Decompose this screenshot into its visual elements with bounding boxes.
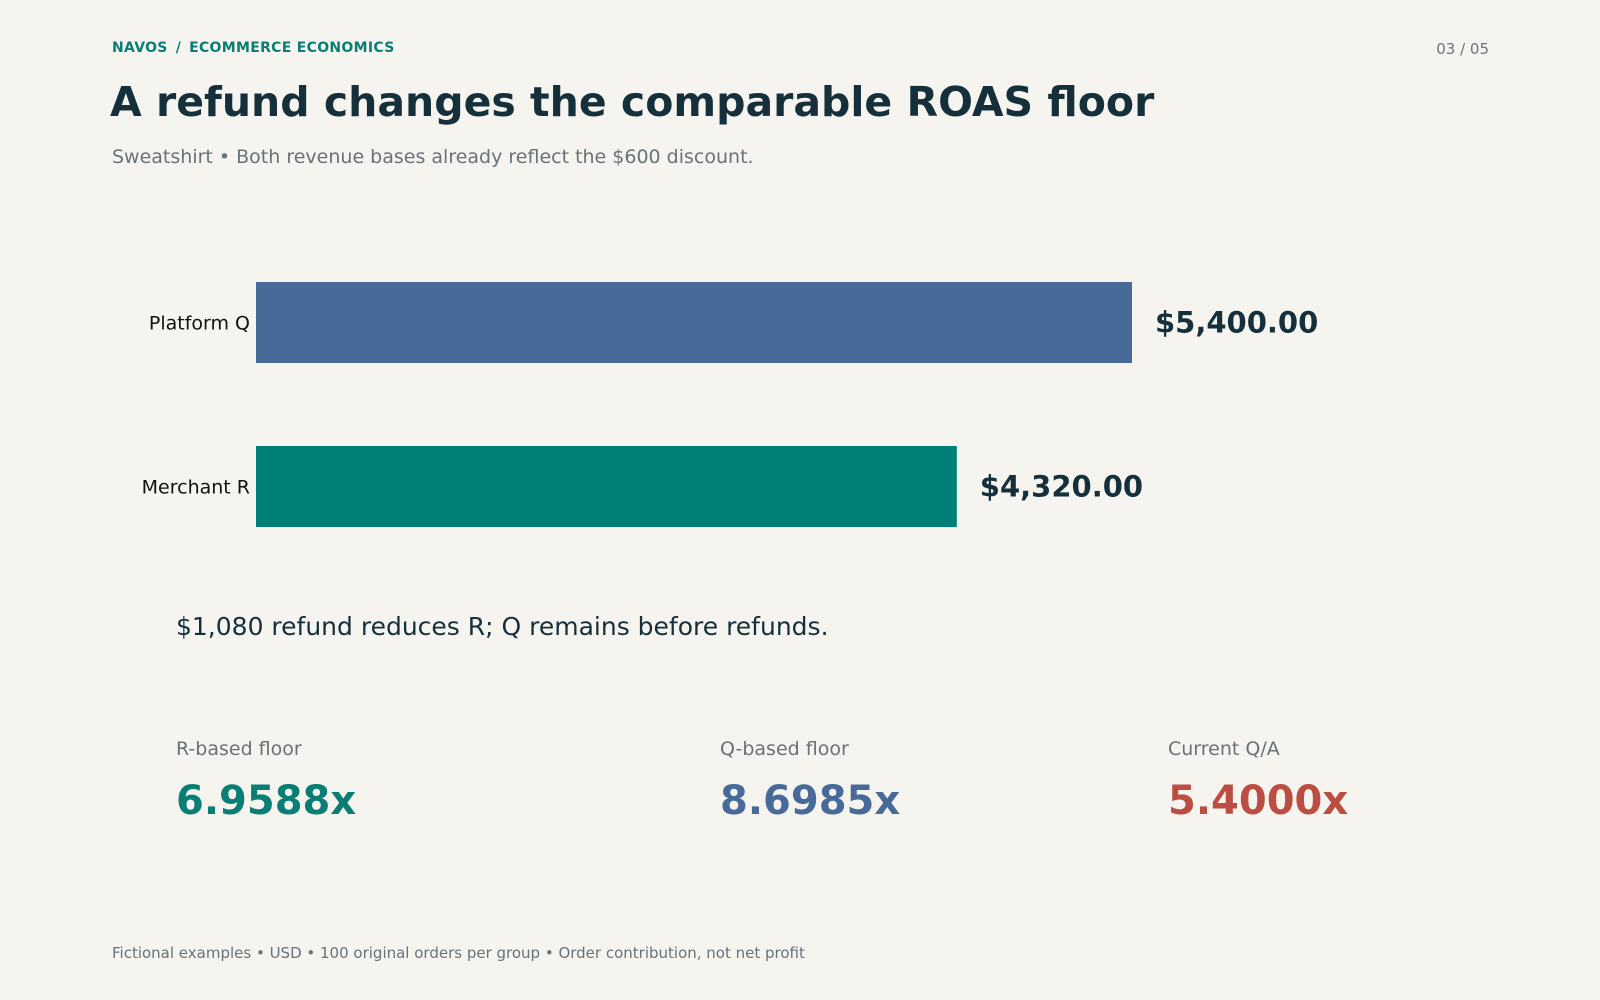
metric-label: Current Q/A <box>1168 738 1280 760</box>
metric-label: Q-based floor <box>720 738 849 760</box>
metric-r-based-floor: R-based floor 6.9588x <box>176 738 356 824</box>
revenue-bar-chart: Platform Q $5,400.00 Merchant R $4,320.00 <box>142 282 1318 527</box>
metric-q-based-floor: Q-based floor 8.6985x <box>720 738 900 824</box>
category-label: Platform Q <box>149 313 250 335</box>
breadcrumb-brand: NAVOS <box>112 40 168 56</box>
footer-note: Fictional examples • USD • 100 original … <box>112 944 805 962</box>
page-number: 03 / 05 <box>1436 40 1489 58</box>
metric-value: 6.9588x <box>176 778 357 824</box>
bar-platform-q <box>256 282 1132 363</box>
breadcrumb: NAVOS / ECOMMERCE ECONOMICS <box>112 40 395 56</box>
page-subtitle: Sweatshirt • Both revenue bases already … <box>112 146 754 168</box>
metric-value: 8.6985x <box>720 778 901 824</box>
metric-value: 5.4000x <box>1168 778 1349 824</box>
chart-note: $1,080 refund reduces R; Q remains befor… <box>176 612 829 641</box>
page-title: A refund changes the comparable ROAS flo… <box>110 78 1155 126</box>
data-label: $4,320.00 <box>980 470 1143 504</box>
bar-merchant-r <box>256 446 957 527</box>
category-label: Merchant R <box>142 477 250 499</box>
data-label: $5,400.00 <box>1155 306 1318 340</box>
breadcrumb-section: ECOMMERCE ECONOMICS <box>189 40 395 56</box>
metric-current-q-a: Current Q/A 5.4000x <box>1168 738 1348 824</box>
breadcrumb-separator: / <box>175 40 182 56</box>
metric-label: R-based floor <box>176 738 302 760</box>
